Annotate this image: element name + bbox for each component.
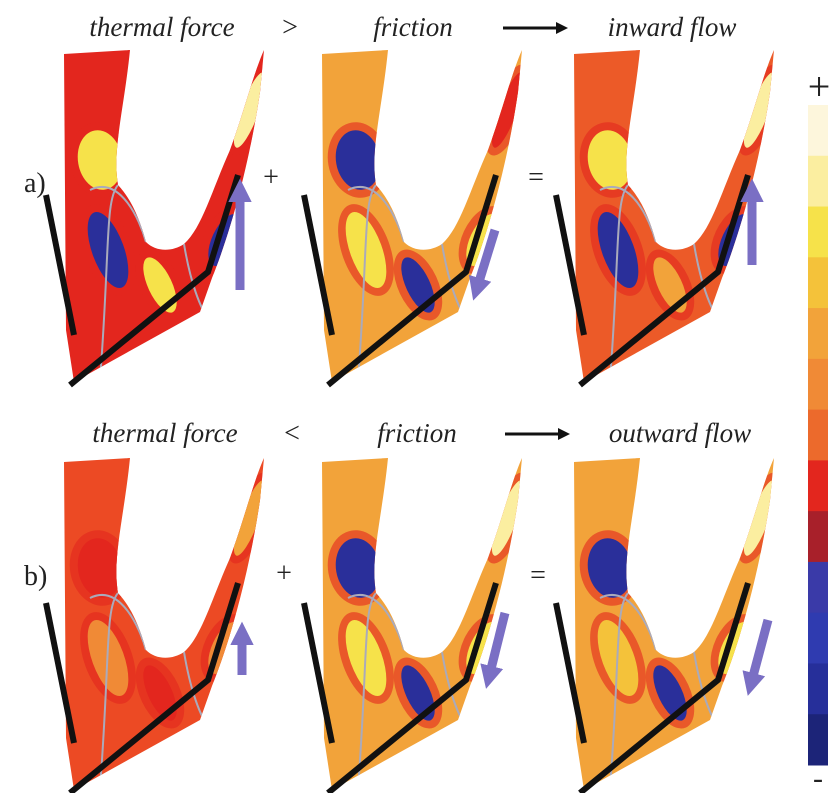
field-blob [137, 50, 167, 113]
heading: outward flow [609, 418, 751, 448]
field-panel [43, 50, 264, 388]
field-blob [387, 458, 433, 529]
colorbar-step [808, 257, 828, 309]
wall [301, 194, 335, 336]
field-panel [553, 458, 774, 793]
field-blob [233, 72, 264, 148]
field-blob [639, 50, 685, 121]
field-panel [301, 50, 522, 388]
field-blob [401, 665, 435, 721]
heading: friction [377, 418, 457, 448]
field-blob [143, 257, 177, 313]
field-blob [587, 538, 633, 598]
field-blob [743, 72, 774, 148]
field-blob [395, 50, 425, 113]
colorbar-step [808, 511, 828, 563]
colorbar-step [808, 460, 828, 512]
wall [43, 194, 77, 336]
wall [68, 174, 241, 388]
field-blob [335, 538, 381, 598]
field-blob [639, 458, 685, 529]
operator: = [530, 560, 546, 591]
field-panel [553, 50, 774, 388]
field-blob [129, 458, 175, 529]
heading: thermal force [89, 12, 234, 42]
flow-arrow [480, 611, 510, 689]
field-blob [647, 458, 677, 521]
heading: thermal force [92, 418, 237, 448]
field [64, 458, 264, 790]
row-label: b) [24, 561, 47, 592]
wall [578, 174, 751, 388]
wall [301, 602, 335, 744]
wall [553, 194, 587, 336]
colorbar-step [808, 561, 828, 614]
field-blob [129, 50, 175, 121]
colorbar-step [808, 358, 828, 411]
field [574, 50, 774, 382]
flow-arrow [742, 618, 773, 696]
field [64, 50, 264, 382]
field-blob [587, 130, 633, 190]
operator: + [276, 558, 292, 589]
panels [43, 50, 774, 793]
field [322, 50, 522, 382]
field-blob [401, 257, 435, 313]
field-blob [647, 50, 677, 113]
field-blob [77, 538, 123, 598]
wall [43, 602, 77, 744]
colorbar-step [808, 663, 828, 715]
colorbar-step [808, 105, 828, 157]
colorbar-step [808, 206, 828, 258]
comparison: < [284, 418, 300, 449]
field-blob [335, 130, 381, 190]
field-blob [77, 130, 123, 190]
field-blob [387, 50, 433, 121]
row-label: a) [24, 168, 46, 199]
field-blob [137, 458, 167, 521]
field-blob [143, 665, 177, 721]
field-blob [743, 480, 774, 556]
operator: + [263, 162, 279, 193]
field-blob [653, 665, 687, 721]
colorbar-step [808, 308, 828, 360]
colorbar-step [808, 612, 828, 664]
wall [326, 174, 499, 388]
heading: friction [373, 12, 453, 42]
field [574, 458, 774, 790]
wall [553, 602, 587, 744]
colorbar-step [808, 714, 828, 766]
wall [326, 582, 499, 793]
wall [578, 582, 751, 793]
colorbar-label: + [808, 64, 831, 109]
colorbar-step [808, 155, 828, 208]
field-blob [653, 257, 687, 313]
field-blob [233, 480, 264, 556]
heading: inward flow [608, 12, 737, 42]
field-blob [491, 480, 522, 556]
field-blob [395, 458, 425, 521]
field-blob [491, 72, 522, 148]
comparison: > [282, 12, 298, 43]
colorbar-label: - [813, 762, 823, 793]
colorbar [808, 105, 828, 766]
colorbar-step [808, 409, 828, 461]
flow-arrow [468, 228, 500, 301]
field-panel [43, 458, 264, 793]
wall [68, 582, 241, 793]
operator: = [528, 162, 544, 193]
